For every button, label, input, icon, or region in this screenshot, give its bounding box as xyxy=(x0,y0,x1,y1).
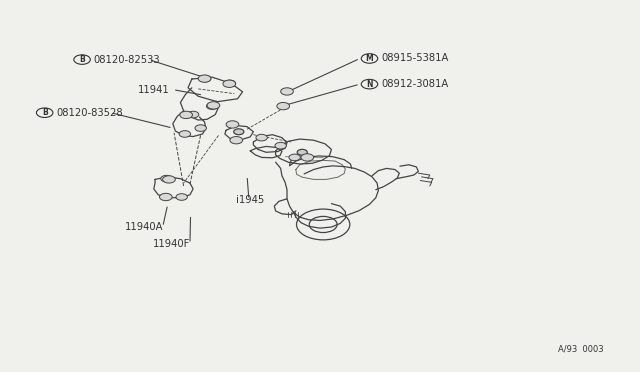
Circle shape xyxy=(223,80,236,87)
Circle shape xyxy=(226,121,239,128)
Circle shape xyxy=(188,111,199,118)
Circle shape xyxy=(234,129,244,135)
Circle shape xyxy=(159,193,172,201)
Circle shape xyxy=(297,149,307,155)
Circle shape xyxy=(275,142,286,149)
Circle shape xyxy=(163,176,175,183)
Circle shape xyxy=(200,76,211,82)
Text: 11940A: 11940A xyxy=(125,222,163,232)
Circle shape xyxy=(207,103,218,109)
Text: B: B xyxy=(79,55,85,64)
Text: A/93  0003: A/93 0003 xyxy=(558,344,604,353)
Circle shape xyxy=(198,75,211,82)
Circle shape xyxy=(281,88,293,95)
Circle shape xyxy=(180,111,193,119)
Circle shape xyxy=(289,154,300,161)
Text: B: B xyxy=(42,108,47,117)
Circle shape xyxy=(207,102,220,109)
Circle shape xyxy=(179,131,191,137)
Text: 08915-5381A: 08915-5381A xyxy=(381,54,448,64)
Text: N: N xyxy=(366,80,372,89)
Text: 08120-83528: 08120-83528 xyxy=(56,108,123,118)
Circle shape xyxy=(176,194,188,200)
Text: M: M xyxy=(365,54,373,63)
Circle shape xyxy=(301,154,314,161)
Circle shape xyxy=(230,137,243,144)
Text: 11941: 11941 xyxy=(138,84,170,94)
Circle shape xyxy=(277,102,289,110)
Circle shape xyxy=(161,175,172,182)
Text: 08912-3081A: 08912-3081A xyxy=(381,79,448,89)
Text: i1945: i1945 xyxy=(236,195,264,205)
Circle shape xyxy=(256,134,268,141)
Text: 11940F: 11940F xyxy=(152,239,190,249)
Circle shape xyxy=(224,80,236,87)
Circle shape xyxy=(195,125,207,131)
Text: 08120-82533: 08120-82533 xyxy=(93,55,160,65)
